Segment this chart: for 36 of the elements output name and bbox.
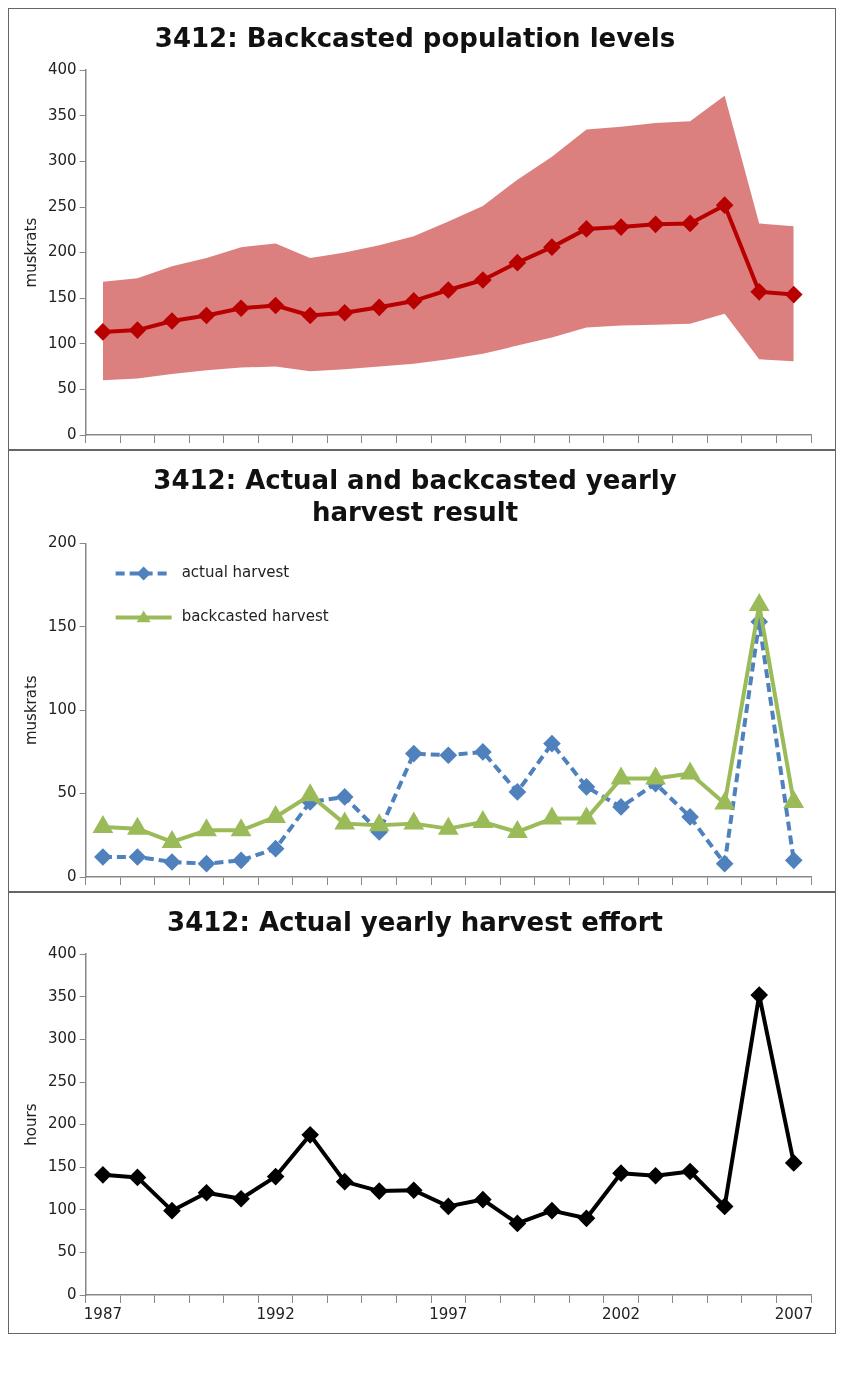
y-tick-label: 150	[47, 1157, 77, 1176]
y-tick-label: 300	[47, 1029, 77, 1048]
chart-title: 3412: Actual and backcasted yearly harvest result	[153, 465, 677, 527]
y-tick-label: 200	[47, 1114, 77, 1133]
y-tick-label: 100	[47, 700, 77, 719]
y-tick-label: 100	[47, 333, 77, 352]
x-tick-label: 2007	[774, 1304, 813, 1323]
y-tick-label: 400	[47, 60, 77, 79]
y-tick-label: 250	[47, 196, 77, 215]
y-tick-label: 0	[67, 424, 77, 443]
x-tick-label: 2002	[601, 1304, 641, 1323]
y-tick-label: 50	[57, 783, 77, 802]
y-axis-title: muskrats	[21, 217, 40, 288]
x-tick-label: 1997	[429, 1304, 468, 1323]
y-tick-label: 250	[47, 1071, 77, 1090]
chart-title: 3412: Actual yearly harvest effort	[167, 907, 663, 938]
legend-label: backcasted harvest	[181, 607, 329, 626]
y-tick-label: 400	[47, 944, 77, 963]
y-tick-label: 50	[57, 379, 77, 398]
y-axis-title: hours	[21, 1103, 40, 1146]
y-tick-label: 350	[47, 105, 77, 124]
y-tick-label: 150	[47, 288, 77, 307]
x-tick-label: 1992	[256, 1304, 295, 1323]
y-tick-label: 100	[47, 1199, 77, 1218]
y-tick-label: 200	[47, 533, 77, 552]
y-tick-label: 200	[47, 242, 77, 261]
x-tick-label: 1987	[83, 1304, 122, 1323]
y-tick-label: 150	[47, 616, 77, 635]
y-tick-label: 300	[47, 151, 77, 170]
y-tick-label: 0	[67, 866, 77, 885]
y-tick-label: 350	[47, 986, 77, 1005]
y-axis-title: muskrats	[21, 675, 40, 746]
y-tick-label: 50	[57, 1242, 77, 1261]
y-tick-label: 0	[67, 1284, 77, 1303]
chart-title: 3412: Backcasted population levels	[154, 23, 676, 54]
legend-label: actual harvest	[181, 563, 290, 582]
